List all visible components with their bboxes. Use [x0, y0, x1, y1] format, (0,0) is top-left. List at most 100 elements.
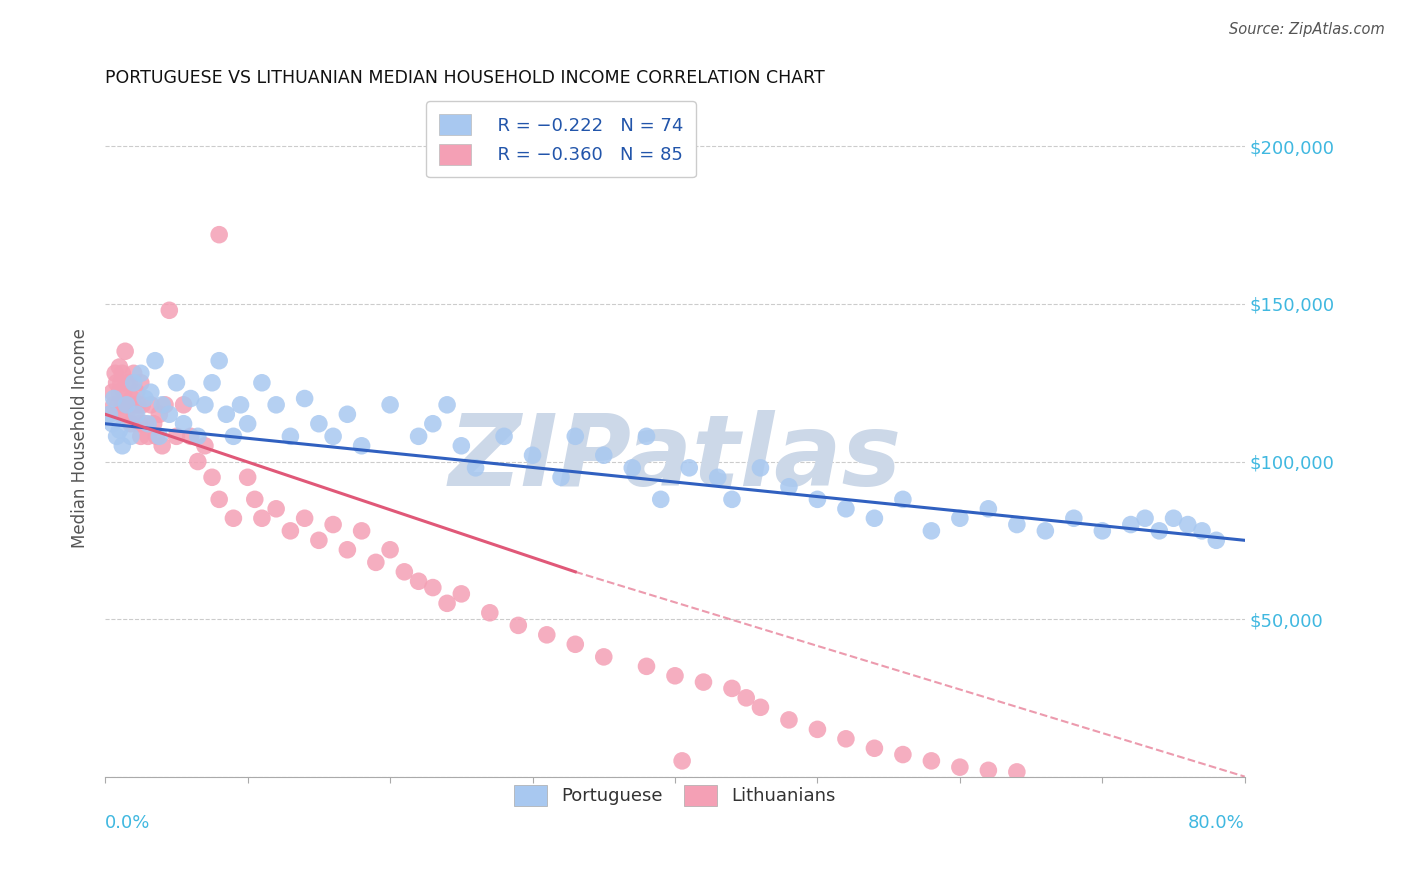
Point — [891, 492, 914, 507]
Point — [692, 675, 714, 690]
Point — [494, 429, 516, 443]
Point — [131, 398, 153, 412]
Point — [721, 492, 744, 507]
Point — [863, 741, 886, 756]
Point — [129, 376, 152, 390]
Point — [194, 398, 217, 412]
Point — [122, 398, 145, 412]
Point — [110, 407, 132, 421]
Point — [308, 533, 330, 548]
Point — [208, 353, 231, 368]
Point — [143, 353, 166, 368]
Point — [592, 448, 614, 462]
Point — [308, 417, 330, 431]
Point — [1033, 524, 1056, 538]
Point — [1149, 524, 1171, 538]
Point — [721, 681, 744, 696]
Point — [165, 376, 187, 390]
Y-axis label: Median Household Income: Median Household Income — [72, 328, 89, 548]
Point — [280, 429, 302, 443]
Point — [122, 376, 145, 390]
Point — [122, 367, 145, 381]
Point — [117, 398, 139, 412]
Point — [98, 407, 121, 421]
Point — [114, 344, 136, 359]
Point — [336, 542, 359, 557]
Point — [778, 480, 800, 494]
Point — [378, 542, 401, 557]
Point — [621, 460, 644, 475]
Point — [128, 417, 150, 431]
Point — [165, 429, 187, 443]
Point — [129, 367, 152, 381]
Point — [108, 423, 131, 437]
Point — [949, 511, 972, 525]
Point — [478, 606, 501, 620]
Point — [264, 398, 287, 412]
Point — [136, 417, 159, 431]
Point — [863, 511, 886, 525]
Point — [949, 760, 972, 774]
Point — [749, 700, 772, 714]
Point — [250, 511, 273, 525]
Point — [436, 596, 458, 610]
Point — [450, 587, 472, 601]
Point — [1005, 764, 1028, 779]
Point — [208, 492, 231, 507]
Point — [150, 439, 173, 453]
Point — [108, 359, 131, 374]
Point — [294, 392, 316, 406]
Point — [650, 492, 672, 507]
Point — [124, 407, 146, 421]
Point — [150, 398, 173, 412]
Point — [264, 501, 287, 516]
Point — [1177, 517, 1199, 532]
Point — [522, 448, 544, 462]
Point — [134, 392, 156, 406]
Point — [180, 392, 202, 406]
Point — [294, 511, 316, 525]
Point — [236, 470, 259, 484]
Legend: Portuguese, Lithuanians: Portuguese, Lithuanians — [502, 772, 848, 818]
Point — [101, 417, 124, 431]
Point — [101, 385, 124, 400]
Point — [222, 511, 245, 525]
Point — [422, 417, 444, 431]
Point — [592, 649, 614, 664]
Point — [112, 385, 135, 400]
Point — [250, 376, 273, 390]
Point — [111, 367, 134, 381]
Point — [103, 398, 125, 412]
Point — [408, 429, 430, 443]
Point — [664, 669, 686, 683]
Point — [536, 628, 558, 642]
Point — [105, 429, 128, 443]
Point — [706, 470, 728, 484]
Point — [778, 713, 800, 727]
Point — [350, 439, 373, 453]
Point — [835, 731, 858, 746]
Point — [129, 429, 152, 443]
Point — [180, 429, 202, 443]
Point — [115, 376, 138, 390]
Point — [350, 524, 373, 538]
Point — [201, 376, 224, 390]
Point — [636, 659, 658, 673]
Point — [364, 555, 387, 569]
Point — [1205, 533, 1227, 548]
Point — [977, 501, 1000, 516]
Point — [120, 417, 142, 431]
Point — [173, 398, 195, 412]
Point — [118, 376, 141, 390]
Point — [153, 398, 176, 412]
Point — [125, 385, 148, 400]
Point — [1005, 517, 1028, 532]
Point — [564, 637, 586, 651]
Point — [229, 398, 252, 412]
Point — [336, 407, 359, 421]
Text: ZIPatlas: ZIPatlas — [449, 409, 901, 507]
Point — [280, 524, 302, 538]
Point — [1133, 511, 1156, 525]
Point — [111, 439, 134, 453]
Point — [322, 517, 344, 532]
